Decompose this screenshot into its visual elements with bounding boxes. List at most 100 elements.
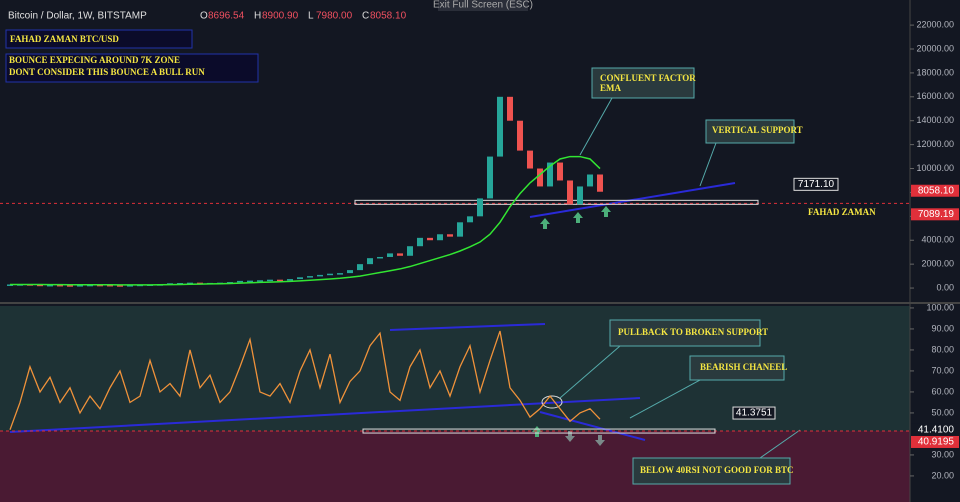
arrows — [532, 206, 611, 437]
rsi-line — [9, 330, 601, 430]
callout-box — [579, 67, 695, 156]
note: BEARISH CHANEEL — [700, 362, 787, 372]
y-tick-label: 20.00 — [931, 470, 954, 480]
rsi-zone-box — [362, 428, 716, 434]
candle — [487, 156, 493, 199]
candle — [457, 222, 463, 237]
note: BELOW 40RSI NOT GOOD FOR BTC — [640, 465, 793, 475]
ohlc-key: O — [200, 11, 208, 22]
candle — [437, 234, 443, 241]
candle — [417, 237, 423, 247]
candle — [517, 120, 523, 151]
note: VERTICAL SUPPORT — [712, 125, 803, 135]
ohlc-key: L — [308, 11, 314, 22]
candle — [37, 284, 43, 287]
candle — [317, 274, 323, 277]
candle — [47, 284, 53, 287]
candle — [247, 280, 253, 283]
y-tick-label: 60.00 — [931, 386, 954, 396]
ema-line — [10, 155, 601, 286]
symbol[interactable]: Bitcoin / Dollar, 1W, BITSTAMP — [8, 11, 147, 22]
y-tick-label: 50.00 — [931, 407, 954, 417]
y-tick-label: 2000.00 — [921, 259, 954, 269]
candle — [387, 253, 393, 257]
y-tick-label: 10000.00 — [916, 163, 954, 173]
rsi-last-label-bg — [911, 435, 959, 448]
candle — [557, 162, 563, 181]
last-price: 8058.10 — [918, 185, 955, 196]
rsi-level-label: 41.4100 — [918, 425, 955, 436]
ohlc: O 8696.54 H 8900.90 L 7980.00 C 8058.10 — [200, 11, 407, 22]
candle — [267, 279, 273, 282]
candle — [357, 264, 363, 271]
y-tick-label: 4000.00 — [921, 235, 954, 245]
ohlc-key: C — [362, 11, 369, 22]
note: CONFLUENT FACTOR — [600, 73, 696, 83]
callout-bg — [793, 177, 839, 191]
ohlc-key: H — [254, 11, 261, 22]
ohlc-value: 8900.90 — [262, 11, 299, 22]
ohlc-value: 8058.10 — [370, 11, 407, 22]
callout-bg — [732, 406, 776, 420]
callout-box — [629, 355, 785, 419]
y-tick-label: 70.00 — [931, 365, 954, 375]
candle — [507, 96, 513, 121]
last-price-bg — [911, 184, 959, 197]
candle — [467, 216, 473, 223]
fullscreen-hint[interactable]: Exit Full Screen (ESC) — [433, 0, 533, 11]
y-tick-label: 90.00 — [931, 323, 954, 333]
ohlc-value: 7980.00 — [316, 11, 353, 22]
candle — [67, 285, 73, 287]
note: BOUNCE EXPECING AROUND 7K ZONE — [9, 55, 180, 65]
candle — [587, 174, 593, 187]
candle — [237, 280, 243, 283]
candle — [547, 162, 553, 187]
trendline — [9, 397, 641, 433]
y-tick-label: 12000.00 — [916, 139, 954, 149]
candle — [327, 273, 333, 276]
candle — [277, 279, 283, 282]
highlight — [541, 395, 563, 409]
zone-box — [354, 199, 759, 205]
candle — [567, 180, 573, 205]
note: EMA — [600, 83, 621, 93]
fullscreen-hint-box[interactable] — [438, 0, 528, 11]
y-tick-label: 30.00 — [931, 449, 954, 459]
y-tick-label: 16000.00 — [916, 91, 954, 101]
y-tick-label: 0.00 — [936, 282, 954, 292]
signature: FAHAD ZAMAN — [808, 207, 876, 217]
candle — [347, 270, 353, 274]
candle — [397, 253, 403, 256]
callout-box — [699, 119, 795, 187]
trendline — [539, 411, 646, 441]
level-price: 7089.19 — [918, 209, 955, 220]
callout-box — [632, 429, 801, 485]
y-tick-label: 80.00 — [931, 344, 954, 354]
note: DONT CONSIDER THIS BOUNCE A BULL RUN — [9, 67, 205, 77]
callout-label: 7171.10 — [798, 179, 835, 190]
candle — [367, 258, 373, 265]
candle — [577, 186, 583, 205]
candle — [297, 277, 303, 280]
note-box — [5, 53, 259, 83]
arrows — [565, 431, 605, 446]
note: PULLBACK TO BROKEN SUPPORT — [618, 327, 768, 337]
candle — [187, 282, 193, 285]
callout-label: 41.3751 — [736, 408, 773, 419]
candle — [97, 284, 103, 287]
candle — [497, 96, 503, 157]
y-tick-label: 14000.00 — [916, 115, 954, 125]
candle — [407, 246, 413, 256]
candle — [257, 280, 263, 282]
candle — [117, 285, 123, 287]
candle — [337, 273, 343, 275]
candle — [527, 150, 533, 169]
candle — [377, 256, 383, 259]
candle — [447, 234, 453, 237]
callout-box — [559, 319, 761, 399]
candle — [57, 284, 63, 287]
candle — [127, 285, 133, 287]
title-note: FAHAD ZAMAN BTC/USD — [10, 34, 119, 44]
